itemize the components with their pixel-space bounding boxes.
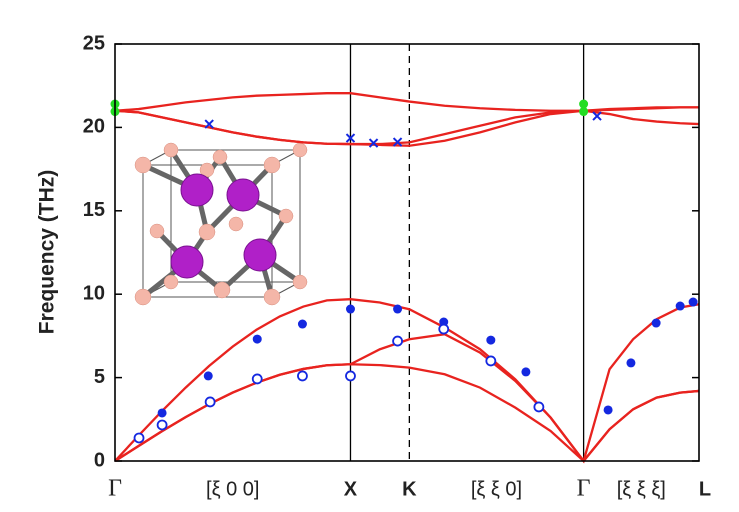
- x-tick-label: Γ: [577, 476, 591, 502]
- data-point: [251, 373, 263, 385]
- data-point: [651, 318, 661, 328]
- data-point: [533, 401, 545, 413]
- dispersion-curve: [114, 298, 700, 464]
- dispersion-curve: [114, 109, 700, 147]
- data-point: [485, 355, 497, 367]
- plot-frame: [114, 43, 700, 462]
- y-tick-label: 20: [83, 116, 105, 138]
- data-point: [345, 304, 355, 314]
- x-tick-label: Γ: [108, 476, 122, 502]
- cross-stroke: [368, 138, 379, 148]
- data-point: [579, 107, 589, 117]
- direction-label: [ξ ξ ξ]: [617, 478, 666, 500]
- data-point: [592, 111, 602, 121]
- data-point: [204, 119, 214, 129]
- direction-label: [ξ 0 0]: [206, 478, 259, 500]
- data-point: [157, 408, 167, 418]
- y-tick-label: 5: [94, 366, 105, 388]
- data-point: [392, 335, 403, 347]
- data-point: [521, 367, 531, 377]
- dispersion-curve: [114, 363, 700, 463]
- data-point: [393, 304, 403, 314]
- cross-stroke: [592, 111, 602, 121]
- data-point: [203, 371, 213, 381]
- data-point: [345, 370, 356, 382]
- cross-stroke: [204, 119, 214, 129]
- y-tick-label: 10: [83, 282, 105, 304]
- data-point: [345, 133, 356, 143]
- data-point: [579, 99, 589, 109]
- direction-label: [ξ ξ 0]: [471, 478, 522, 500]
- data-point: [133, 432, 145, 444]
- data-point: [252, 334, 262, 344]
- data-point: [297, 319, 307, 329]
- y-tick-label: 25: [83, 32, 105, 54]
- data-point: [392, 137, 403, 147]
- data-point: [297, 370, 308, 382]
- data-point: [486, 335, 496, 345]
- x-tick-label: L: [699, 478, 711, 500]
- data-point: [626, 358, 636, 368]
- data-point: [688, 297, 698, 307]
- data-point: [156, 419, 168, 431]
- crystal-inset: [134, 142, 308, 306]
- x-tick-label: X: [344, 478, 358, 500]
- cross-stroke: [392, 137, 403, 147]
- data-point: [438, 323, 450, 335]
- y-tick-label: 0: [94, 449, 105, 471]
- data-point: [603, 405, 613, 415]
- data-point: [368, 138, 379, 148]
- data-point: [675, 301, 685, 311]
- data-point: [204, 396, 216, 408]
- x-tick-label: K: [402, 478, 417, 500]
- dispersion-curve: [114, 333, 700, 463]
- y-tick-label: 15: [83, 199, 105, 221]
- cross-stroke: [345, 133, 356, 143]
- y-axis-label: Frequency (THz): [36, 170, 59, 335]
- dispersion-curve: [114, 92, 699, 112]
